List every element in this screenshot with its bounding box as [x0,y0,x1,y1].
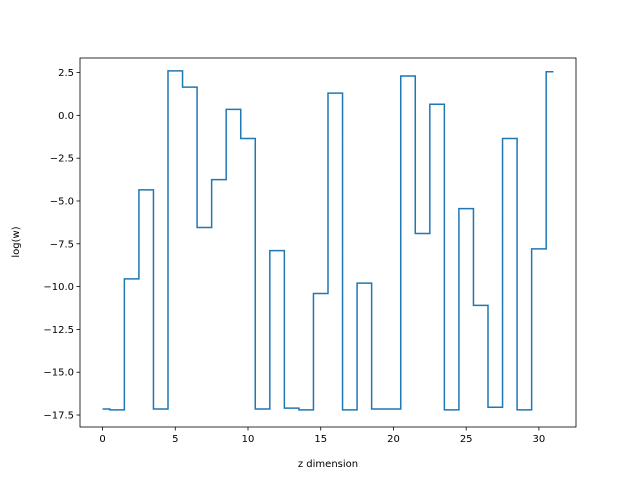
y-axis-label: log(w) [11,226,22,257]
x-tick-label: 25 [460,434,473,445]
axes-frame [79,57,577,428]
x-axis-label: z dimension [298,459,358,470]
y-tick-label: −10.0 [43,282,74,293]
y-tick-label: −12.5 [43,325,74,336]
y-tick-label: −5.0 [50,196,74,207]
y-axis-ticks: 2.5 0.0 −2.5 −5.0 −7.5 −10.0 −12.5 −15.0 −17.5 [43,68,80,422]
x-tick-label: 15 [314,434,327,445]
x-tick-label: 5 [172,434,178,445]
x-tick-label: 30 [533,434,546,445]
x-tick-label: 10 [242,434,255,445]
y-tick-label: 0.0 [58,111,74,122]
series-line [102,70,554,411]
y-tick-label: −17.5 [43,411,74,422]
plot-area [79,57,577,428]
y-tick-label: −15.0 [43,368,74,379]
x-tick-label: 20 [387,434,400,445]
y-tick-label: −7.5 [50,239,74,250]
x-tick-label: 0 [99,434,105,445]
y-tick-label: −2.5 [50,154,74,165]
y-tick-label: 2.5 [58,68,74,79]
x-axis-ticks: 0 5 10 15 20 25 30 [99,427,545,445]
